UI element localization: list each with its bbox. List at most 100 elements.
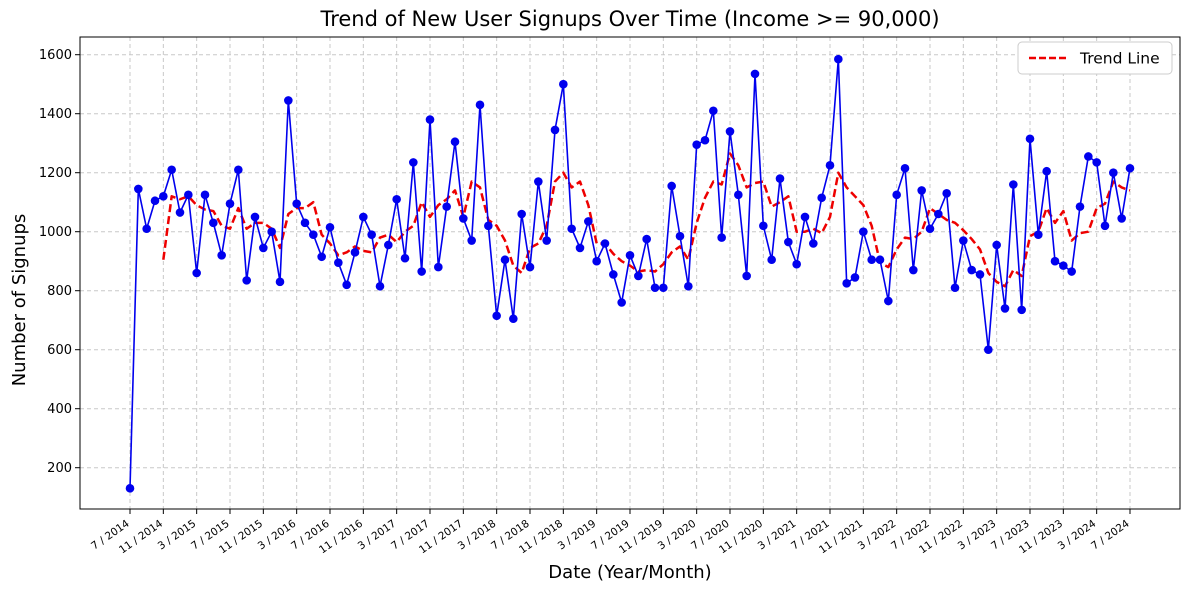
signups-point — [1084, 152, 1093, 161]
signups-point — [792, 259, 801, 269]
signups-point — [634, 271, 643, 281]
y-tick-label: 600 — [47, 343, 72, 358]
signups-point — [1034, 230, 1043, 239]
signups-point — [192, 268, 201, 278]
signups-point — [892, 190, 901, 200]
x-tick-label: 7 / 2024 — [1089, 517, 1132, 552]
signups-point — [709, 106, 718, 116]
signups-point — [309, 230, 318, 239]
legend: Trend Line — [1017, 41, 1173, 75]
signups-point — [825, 161, 835, 170]
y-tick-label: 1600 — [39, 48, 72, 63]
signups-point — [359, 212, 368, 222]
signups-point — [259, 243, 268, 253]
x-axis-label: Date (Year/Month) — [548, 562, 711, 583]
signups-point — [642, 234, 651, 244]
y-tick-label: 800 — [47, 284, 72, 299]
chart-title: Trend of New User Signups Over Time (Inc… — [319, 7, 939, 31]
signups-point — [425, 115, 435, 124]
signups-point — [500, 255, 510, 265]
trend-line — [162, 152, 1131, 288]
signups-point — [692, 140, 701, 149]
signups-point — [475, 100, 485, 110]
signups-point — [734, 190, 743, 200]
signups-point — [400, 253, 410, 263]
signups-point — [584, 217, 593, 226]
signups-point — [600, 239, 610, 248]
signups-point — [375, 281, 385, 291]
signups-point — [509, 314, 518, 324]
signups-point — [575, 243, 585, 253]
signups-point — [1025, 134, 1035, 144]
signups-point — [125, 484, 135, 493]
signups-point — [1075, 202, 1085, 211]
signups-point — [234, 165, 243, 175]
y-tick-label: 1000 — [39, 225, 72, 240]
signups-point — [917, 186, 926, 195]
y-tick-label: 1200 — [39, 166, 72, 181]
signups-point — [650, 283, 660, 293]
signups-point — [159, 192, 168, 201]
signups-point — [209, 218, 218, 228]
signups-point — [300, 218, 310, 228]
signups-point — [542, 236, 551, 245]
signups-point — [875, 255, 885, 265]
signups-point — [492, 311, 501, 321]
signups-point — [392, 194, 401, 204]
signups-point — [1042, 166, 1051, 176]
signups-point — [1100, 221, 1110, 231]
signups-point — [925, 224, 935, 234]
signups-point — [467, 236, 476, 245]
legend-trend-line-label: Trend Line — [1079, 50, 1160, 68]
y-tick-label: 1400 — [39, 107, 72, 122]
signups-point — [617, 298, 626, 307]
series-layer — [125, 54, 1135, 493]
signups-point — [959, 236, 968, 245]
signups-point — [325, 222, 335, 232]
signups-point — [884, 296, 893, 306]
signups-point — [442, 202, 451, 211]
signups-point — [909, 265, 918, 275]
signups-point — [484, 221, 493, 231]
signups-point — [850, 273, 860, 282]
plot-frame — [79, 36, 1181, 510]
signups-point — [1117, 214, 1126, 223]
signups-point — [659, 283, 668, 293]
signups-point — [1050, 256, 1060, 266]
signups-point — [667, 181, 676, 191]
signups-point — [625, 251, 635, 260]
signups-point — [1067, 267, 1076, 276]
signups-point — [1000, 304, 1010, 313]
signups-point — [225, 199, 235, 208]
signups-point — [934, 209, 943, 219]
signups-point — [967, 265, 976, 275]
signups-point — [367, 230, 376, 239]
signups-point — [725, 127, 735, 136]
signups-point — [800, 212, 810, 222]
signups-point — [750, 69, 760, 79]
signups-point — [717, 233, 726, 242]
signups-point — [984, 345, 993, 355]
y-tick-label: 400 — [47, 402, 72, 417]
signups-point — [334, 258, 343, 267]
signups-point — [134, 184, 143, 194]
signups-point — [900, 163, 910, 173]
signups-point — [1109, 168, 1118, 177]
signups-point — [684, 281, 693, 291]
signups-point — [384, 240, 393, 250]
signups-point — [317, 252, 326, 262]
signups-point — [942, 189, 951, 198]
signups-point — [1092, 158, 1101, 167]
signups-point — [550, 125, 560, 135]
signups-point — [342, 280, 351, 290]
legend-box — [1017, 41, 1173, 75]
signups-point — [525, 262, 535, 272]
grid-layer — [80, 37, 1180, 509]
signups-point — [592, 256, 601, 266]
signups-point — [1059, 261, 1068, 270]
signups-point — [767, 255, 776, 265]
signups-point — [167, 165, 176, 175]
signups-point — [150, 196, 160, 206]
signups-point — [1009, 180, 1018, 189]
